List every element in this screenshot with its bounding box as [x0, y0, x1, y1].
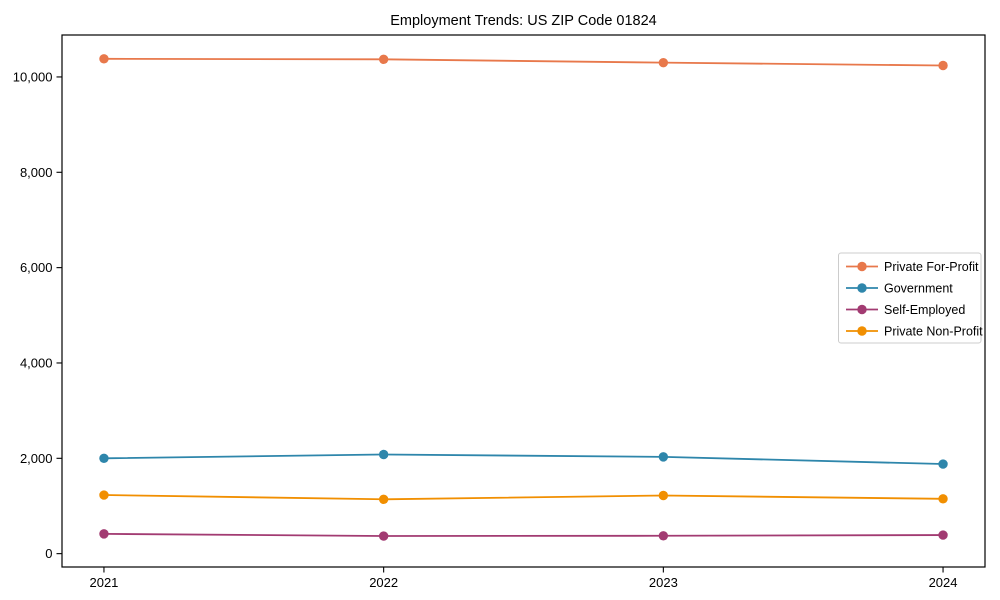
series-line-self-employed: [103, 532, 944, 537]
legend-marker: [857, 261, 867, 272]
series-line-government: [103, 453, 944, 465]
data-point: [938, 494, 948, 504]
legend-label: Government: [884, 282, 953, 296]
x-tick-label: 2022: [369, 575, 398, 590]
data-point: [378, 531, 389, 541]
y-tick-label: 0: [45, 546, 52, 561]
data-point: [658, 452, 669, 462]
x-tick-label: 2023: [649, 575, 678, 590]
data-point: [378, 54, 389, 65]
legend-box: [838, 252, 982, 344]
data-point: [99, 54, 109, 64]
data-point: [938, 60, 948, 71]
chart-legend: Private For-Profit Government Self-Employe…: [838, 252, 983, 344]
x-tick-label: 2021: [89, 575, 118, 590]
legend-label: Private Non-Profit: [884, 325, 983, 339]
legend-marker: [857, 304, 867, 315]
data-point: [99, 529, 109, 539]
data-point: [938, 459, 948, 469]
y-tick-label: 2,000: [20, 451, 53, 466]
legend-marker: [857, 283, 867, 293]
x-tick-label: 2024: [929, 575, 958, 590]
data-point: [658, 490, 669, 501]
legend-marker: [857, 326, 867, 336]
data-point: [378, 494, 389, 505]
y-tick-label: 10,000: [13, 69, 53, 84]
y-tick-label: 6,000: [20, 260, 53, 275]
data-point: [938, 530, 948, 540]
series-line-private-for-profit: [103, 57, 944, 67]
data-point: [99, 490, 109, 500]
legend-label: Self-Employed: [884, 303, 965, 317]
chart-title: Employment Trends: US ZIP Code 01824: [390, 13, 657, 29]
y-tick-label: 4,000: [20, 355, 53, 370]
data-point: [378, 449, 389, 460]
plot-area: 0 2,000 4,000 6,000 8,000 10,000 2021 2022 2023 2…: [13, 34, 986, 590]
data-point: [658, 531, 669, 541]
series-line-private-non-profit: [103, 494, 944, 501]
data-point: [99, 453, 109, 464]
axes-border: [61, 34, 986, 568]
legend-label: Private For-Profit: [884, 260, 979, 274]
y-tick-label: 8,000: [20, 165, 53, 180]
data-point: [658, 57, 669, 68]
